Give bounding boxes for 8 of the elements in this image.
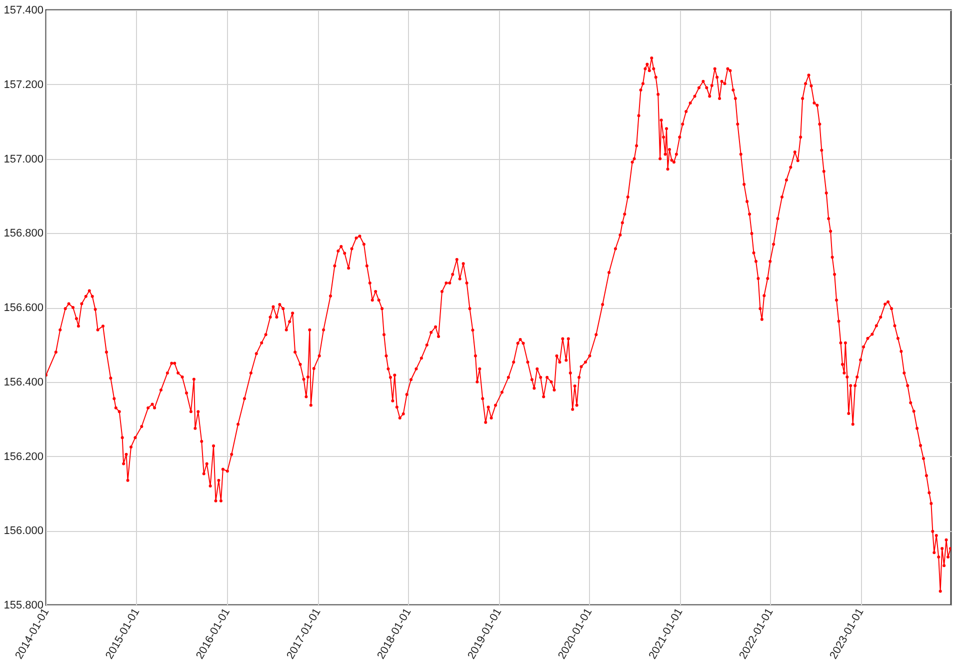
y-tick-label: 156.400 bbox=[4, 376, 44, 388]
y-tick-label: 156.200 bbox=[4, 450, 44, 463]
y-tick-label: 156.800 bbox=[4, 228, 44, 240]
y-tick-label: 157.200 bbox=[4, 78, 44, 91]
y-tick-label: 157.400 bbox=[4, 4, 44, 16]
y-tick-label: 156.000 bbox=[4, 525, 44, 538]
y-tick-label: 156.600 bbox=[4, 302, 44, 314]
y-tick-label: 157.000 bbox=[4, 153, 44, 166]
